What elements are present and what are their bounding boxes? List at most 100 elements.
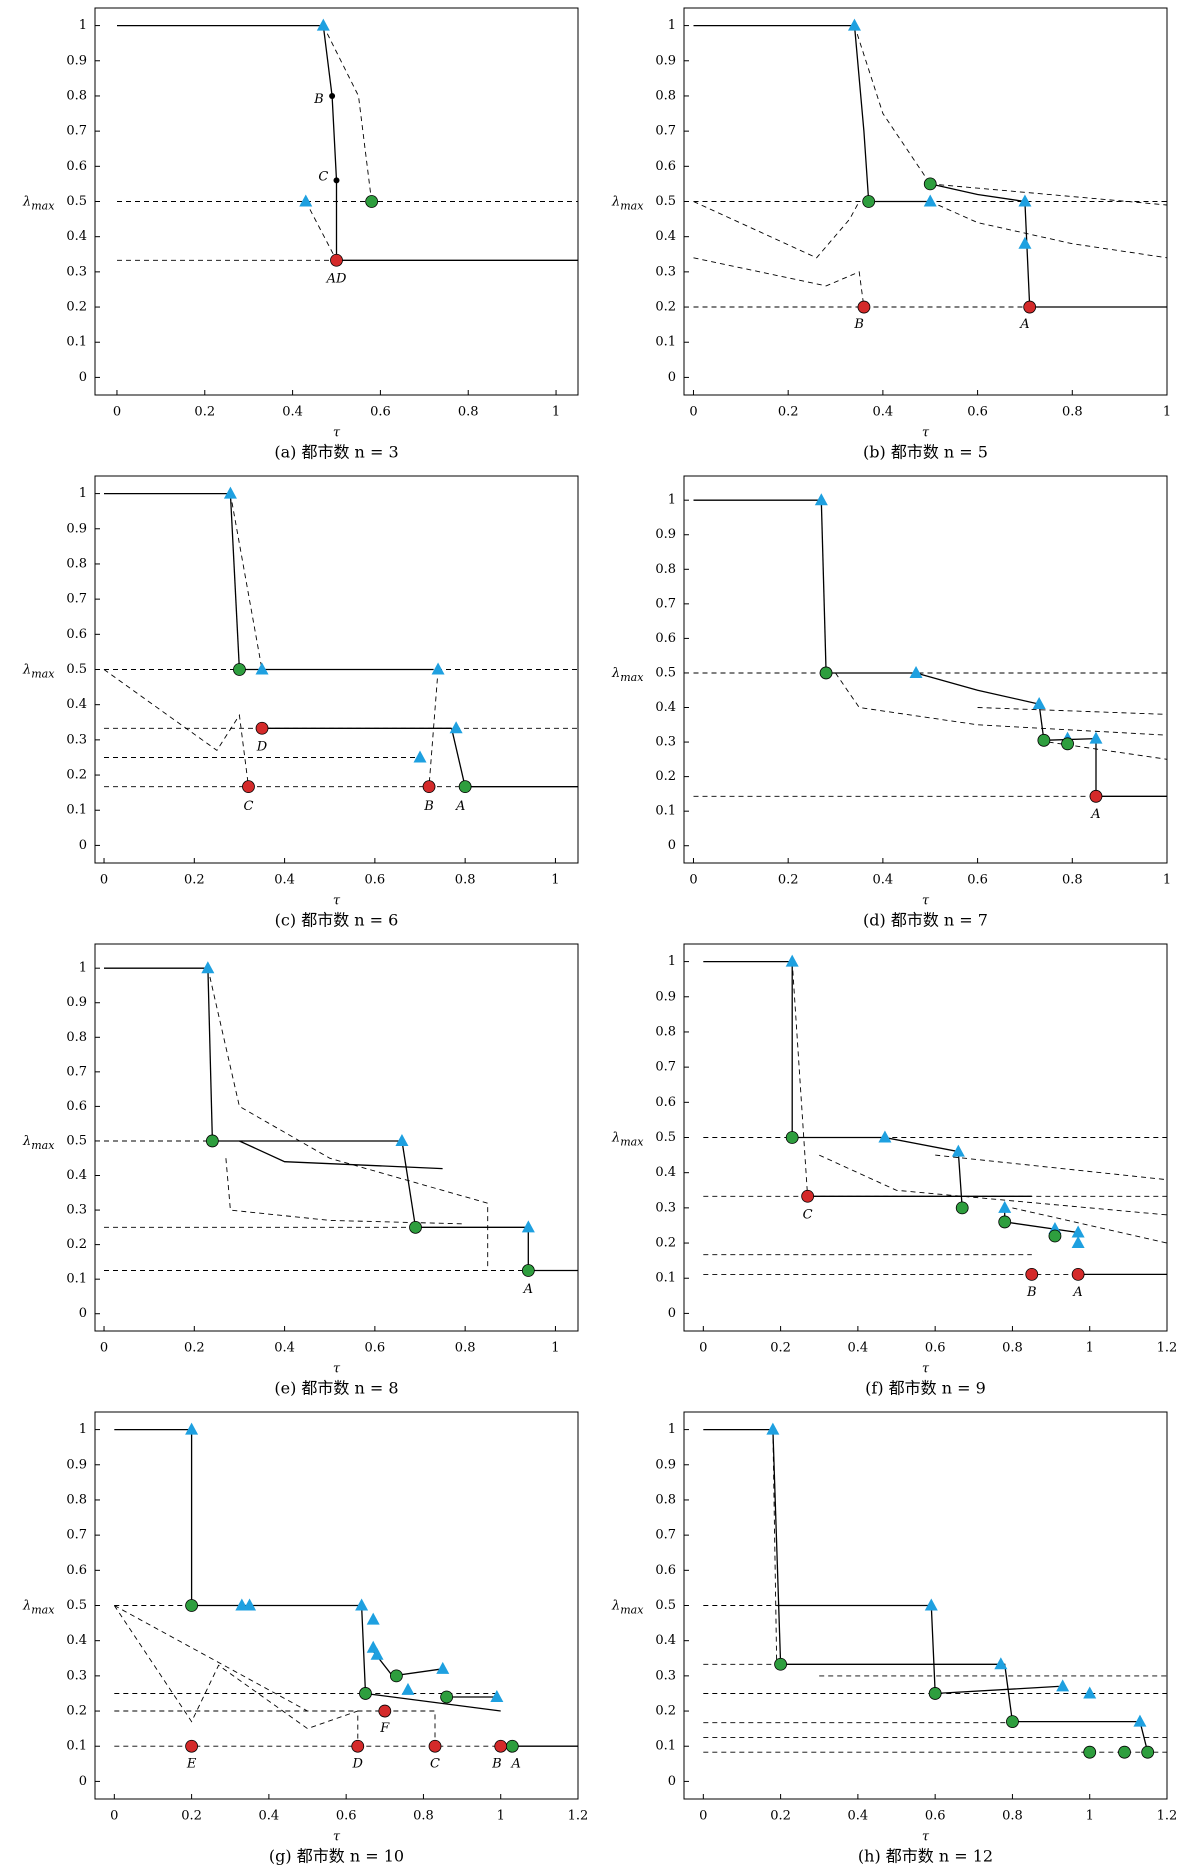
- circle-marker: [206, 1135, 218, 1147]
- circle-marker: [1072, 1268, 1084, 1280]
- y-tick-label: 0.8: [66, 88, 87, 103]
- caption: (d) 都市数 n = 7: [863, 911, 988, 930]
- y-axis-label-sub: max: [31, 668, 55, 681]
- circle-marker: [1006, 1716, 1018, 1728]
- circle-marker: [441, 1691, 453, 1703]
- y-tick-label: 0.5: [655, 665, 676, 680]
- y-axis-label-sub: max: [31, 1604, 55, 1617]
- y-tick-label: 0.6: [66, 159, 87, 174]
- y-tick-label: 0: [668, 838, 676, 853]
- x-tick-label: 0.2: [778, 405, 799, 420]
- circle-marker: [331, 254, 343, 266]
- y-tick-label: 0.3: [655, 1668, 676, 1683]
- x-tick-label: 0.2: [770, 1341, 791, 1356]
- y-tick-label: 0.9: [655, 989, 676, 1004]
- x-tick-label: 0.2: [778, 873, 799, 888]
- y-axis-label: λmax: [611, 194, 644, 213]
- y-tick-label: 0.5: [655, 194, 676, 209]
- y-tick-label: 0: [668, 370, 676, 385]
- y-tick-label: 0.2: [66, 1704, 87, 1719]
- y-tick-label: 0: [668, 1306, 676, 1321]
- circle-marker: [495, 1740, 507, 1752]
- x-tick-label: 0.8: [455, 1341, 476, 1356]
- x-tick-label: 1: [1163, 873, 1171, 888]
- x-tick-label: 0.8: [1002, 1809, 1023, 1824]
- circle-marker: [256, 722, 268, 734]
- point-label: B: [313, 92, 324, 107]
- y-tick-label: 0.7: [66, 1528, 87, 1543]
- caption: (e) 都市数 n = 8: [274, 1379, 398, 1398]
- circle-marker: [522, 1265, 534, 1277]
- y-tick-label: 0.4: [66, 697, 87, 712]
- y-tick-label: 1: [668, 954, 676, 969]
- x-tick-label: 1: [552, 405, 560, 420]
- x-tick-label: 0.4: [848, 1341, 869, 1356]
- point-label: C: [430, 1756, 440, 1771]
- y-tick-label: 0.3: [66, 264, 87, 279]
- circle-marker: [1026, 1268, 1038, 1280]
- y-axis-label-sub: max: [620, 671, 644, 684]
- y-tick-label: 0.8: [655, 88, 676, 103]
- y-tick-label: 0.3: [66, 732, 87, 747]
- y-tick-label: 0.2: [655, 300, 676, 315]
- circle-marker: [786, 1132, 798, 1144]
- y-axis-label-main: λ: [22, 1133, 31, 1148]
- point-label: AD: [326, 271, 347, 286]
- x-tick-label: 1: [551, 1341, 559, 1356]
- circle-marker: [956, 1202, 968, 1214]
- y-tick-label: 0: [79, 370, 87, 385]
- y-tick-label: 0.8: [655, 1492, 676, 1507]
- y-tick-label: 0.4: [66, 1633, 87, 1648]
- y-tick-label: 0.1: [655, 804, 676, 819]
- point-label: C: [803, 1207, 813, 1222]
- x-tick-label: 0.2: [184, 1341, 205, 1356]
- y-tick-label: 1: [668, 18, 676, 33]
- point-label: D: [352, 1756, 364, 1771]
- circle-marker: [379, 1705, 391, 1717]
- circle-marker: [186, 1740, 198, 1752]
- y-tick-label: 0.1: [655, 1271, 676, 1286]
- circle-marker: [1024, 301, 1036, 313]
- y-tick-label: 1: [79, 486, 87, 501]
- circle-marker: [429, 1740, 441, 1752]
- circle-marker: [423, 781, 435, 793]
- y-tick-label: 0.7: [655, 1528, 676, 1543]
- y-tick-label: 0.3: [655, 735, 676, 750]
- y-tick-label: 0.6: [655, 159, 676, 174]
- y-tick-label: 0.2: [655, 1236, 676, 1251]
- y-axis-label: λmax: [22, 662, 55, 681]
- x-axis-label: τ: [922, 426, 930, 441]
- x-tick-label: 0.4: [282, 405, 303, 420]
- x-tick-label: 0.8: [458, 405, 479, 420]
- y-tick-label: 0.9: [655, 1457, 676, 1472]
- x-tick-label: 1.2: [568, 1809, 589, 1824]
- y-tick-label: 1: [79, 18, 87, 33]
- circle-marker: [1062, 738, 1074, 750]
- point-label: B: [1026, 1285, 1037, 1300]
- y-tick-label: 0: [79, 1306, 87, 1321]
- panel: 00.20.40.60.8100.10.20.30.40.50.60.70.80…: [22, 944, 578, 1398]
- circle-marker: [242, 781, 254, 793]
- y-tick-label: 0.2: [66, 768, 87, 783]
- x-axis-label: τ: [922, 1362, 930, 1377]
- circle-marker: [820, 667, 832, 679]
- x-tick-label: 0.2: [184, 873, 205, 888]
- x-tick-label: 0.8: [413, 1809, 434, 1824]
- circle-marker: [459, 781, 471, 793]
- y-tick-label: 0.3: [66, 1203, 87, 1218]
- x-tick-label: 0: [100, 873, 108, 888]
- y-axis-label: λmax: [611, 1598, 644, 1617]
- panel: 00.20.40.60.8100.10.20.30.40.50.60.70.80…: [22, 8, 578, 462]
- plot-frame: [95, 944, 578, 1331]
- y-tick-label: 0.4: [655, 1633, 676, 1648]
- circle-marker: [1038, 734, 1050, 746]
- circle-marker: [1049, 1230, 1061, 1242]
- y-axis-label-main: λ: [611, 194, 620, 209]
- point-marker: [329, 93, 335, 99]
- circle-marker: [858, 301, 870, 313]
- y-axis-label-main: λ: [22, 194, 31, 209]
- panel: 00.20.40.60.811.200.10.20.30.40.50.60.70…: [611, 1412, 1177, 1866]
- panel: 00.20.40.60.8100.10.20.30.40.50.60.70.80…: [611, 476, 1171, 930]
- y-tick-label: 0.7: [66, 592, 87, 607]
- x-tick-label: 0: [689, 873, 697, 888]
